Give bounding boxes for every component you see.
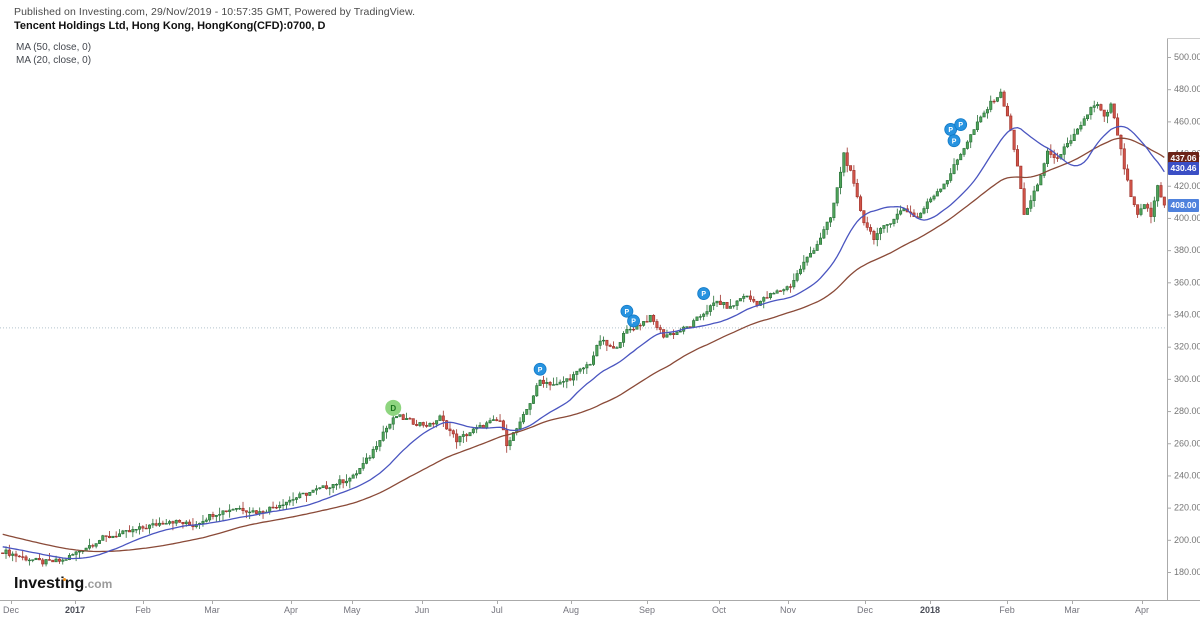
- ma50-price-tag: 437.06: [1168, 151, 1199, 165]
- svg-text:Feb: Feb: [999, 605, 1015, 615]
- legend-ma50: MA (50, close, 0): [16, 42, 92, 53]
- svg-text:460.00: 460.00: [1174, 116, 1200, 126]
- legend-ma20: MA (20, close, 0): [16, 55, 92, 66]
- svg-text:Aug: Aug: [563, 605, 579, 615]
- svg-text:300.00: 300.00: [1174, 374, 1200, 384]
- svg-text:Apr: Apr: [284, 605, 298, 615]
- ma-legend: MA (50, close, 0) MA (20, close, 0): [16, 41, 91, 67]
- ma20-line: [2, 125, 1165, 560]
- svg-text:480.00: 480.00: [1174, 84, 1200, 94]
- logo-orange-dot-icon: [62, 577, 67, 582]
- svg-text:340.00: 340.00: [1174, 310, 1200, 320]
- svg-text:Jul: Jul: [491, 605, 503, 615]
- svg-text:200.00: 200.00: [1174, 535, 1200, 545]
- ma20-price-tag: 430.46: [1168, 162, 1199, 176]
- last-price-tag: 408.00: [1168, 198, 1199, 212]
- svg-text:P: P: [958, 122, 963, 129]
- svg-text:2017: 2017: [65, 605, 85, 615]
- svg-text:Apr: Apr: [1135, 605, 1149, 615]
- chart-title: Tencent Holdings Ltd, Hong Kong, HongKon…: [14, 20, 326, 32]
- svg-text:320.00: 320.00: [1174, 342, 1200, 352]
- svg-text:280.00: 280.00: [1174, 406, 1200, 416]
- svg-text:220.00: 220.00: [1174, 503, 1200, 513]
- svg-text:D: D: [390, 404, 396, 413]
- published-line: Published on Investing.com, 29/Nov/2019 …: [14, 6, 416, 18]
- svg-text:180.00: 180.00: [1174, 567, 1200, 577]
- svg-text:Sep: Sep: [639, 605, 655, 615]
- svg-text:Nov: Nov: [780, 605, 797, 615]
- svg-text:P: P: [631, 319, 636, 326]
- logo-suffix: .com: [84, 577, 113, 591]
- svg-text:P: P: [538, 367, 543, 374]
- svg-text:500.00: 500.00: [1174, 52, 1200, 62]
- svg-text:Dec: Dec: [857, 605, 874, 615]
- svg-text:Mar: Mar: [204, 605, 220, 615]
- price-axis[interactable]: 500.00480.00460.00440.00420.00400.00380.…: [1167, 38, 1200, 600]
- svg-text:360.00: 360.00: [1174, 277, 1200, 287]
- svg-text:P: P: [952, 138, 957, 145]
- svg-text:240.00: 240.00: [1174, 470, 1200, 480]
- svg-text:Oct: Oct: [712, 605, 727, 615]
- candles-layer[interactable]: [1, 88, 1166, 567]
- svg-text:400.00: 400.00: [1174, 213, 1200, 223]
- svg-text:P: P: [948, 127, 953, 134]
- svg-text:Dec: Dec: [3, 605, 20, 615]
- svg-text:260.00: 260.00: [1174, 438, 1200, 448]
- svg-text:2018: 2018: [920, 605, 940, 615]
- svg-text:420.00: 420.00: [1174, 181, 1200, 191]
- svg-text:May: May: [343, 605, 361, 615]
- svg-text:Mar: Mar: [1064, 605, 1080, 615]
- logo-wordmark: Investing: [14, 575, 85, 592]
- svg-text:P: P: [625, 309, 630, 316]
- investing-logo: Investing.com: [14, 575, 112, 593]
- svg-text:380.00: 380.00: [1174, 245, 1200, 255]
- svg-text:Feb: Feb: [135, 605, 151, 615]
- svg-text:Jun: Jun: [415, 605, 430, 615]
- ma50-line: [2, 137, 1165, 553]
- time-axis[interactable]: Dec 2017 Feb Mar Apr May Jun Jul Aug Sep Oct Nov Dec…: [0, 600, 1200, 615]
- svg-text:P: P: [701, 291, 706, 298]
